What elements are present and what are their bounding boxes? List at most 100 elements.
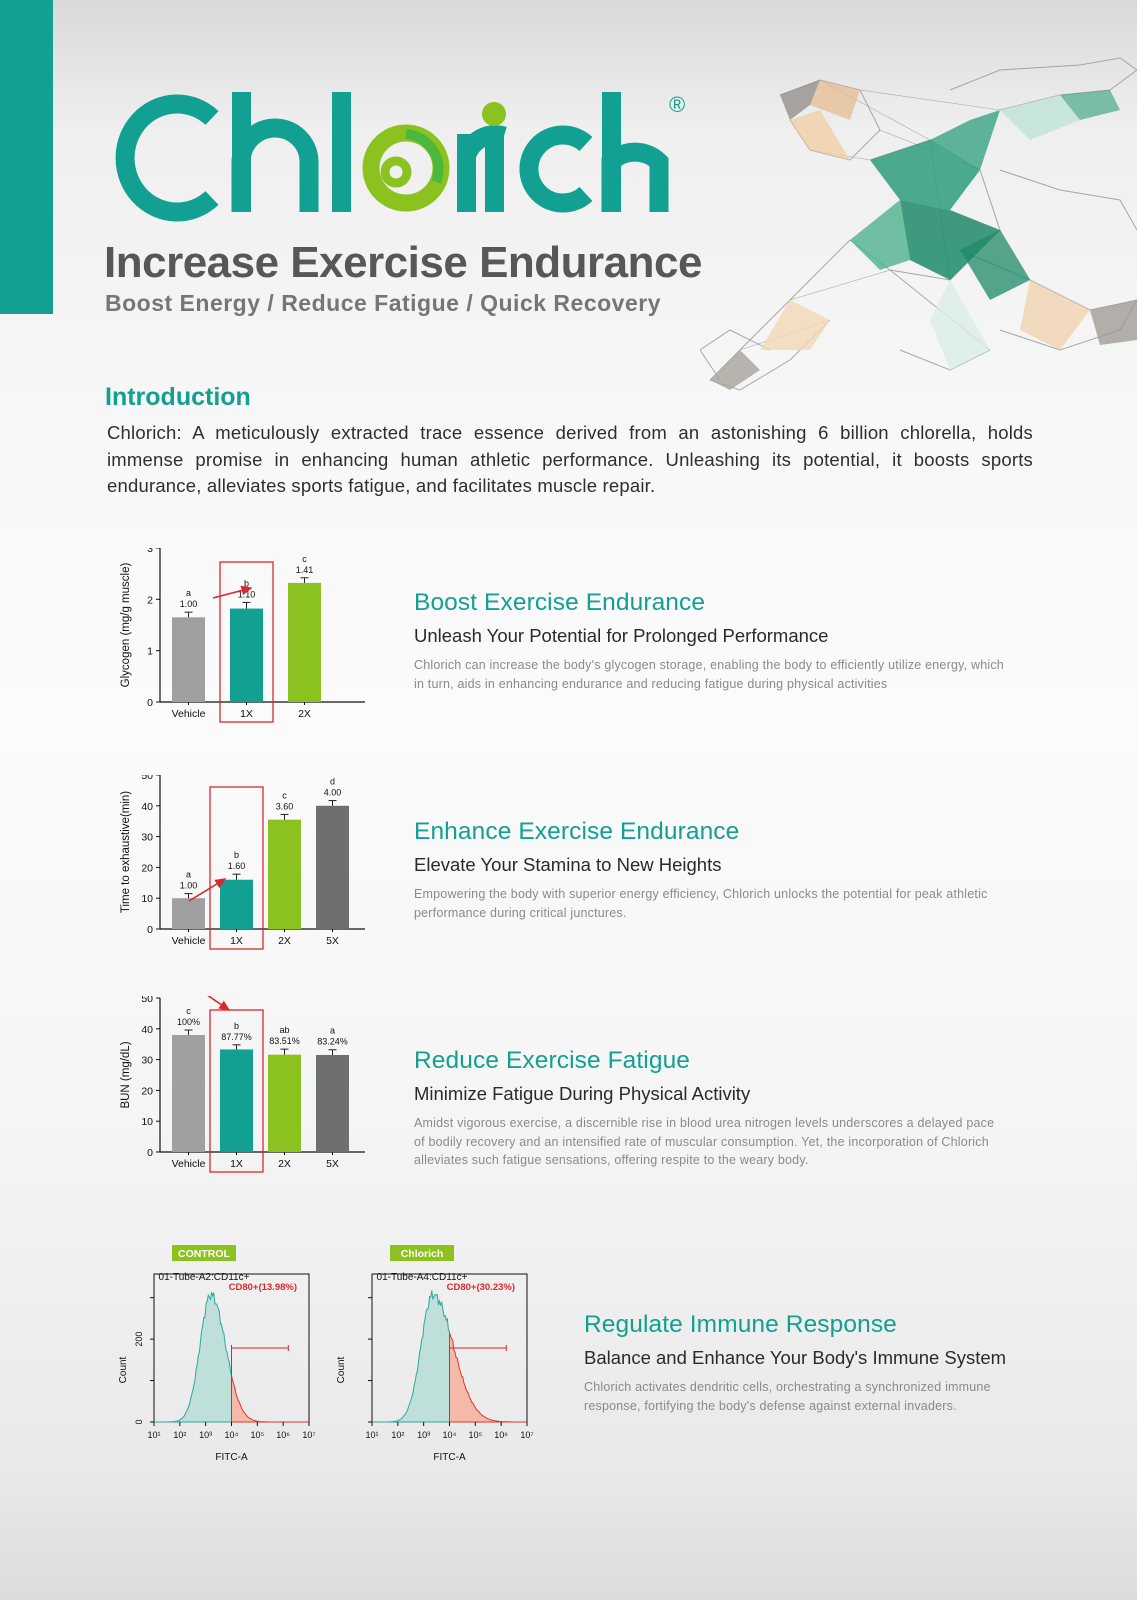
x-axis-label: FITC-A bbox=[433, 1452, 466, 1463]
x-tick-label: 2X bbox=[278, 1158, 291, 1170]
feature-subtitle: Minimize Fatigue During Physical Activit… bbox=[414, 1083, 751, 1104]
feature-text: Empowering the body with superior energy… bbox=[414, 887, 988, 920]
bar-1x bbox=[230, 608, 263, 702]
x-tick-label: Vehicle bbox=[172, 935, 206, 947]
x-tick-label: 5X bbox=[326, 935, 339, 947]
x-tick-label: 10⁷ bbox=[302, 1430, 315, 1440]
gate-label: CD80+(30.23%) bbox=[447, 1282, 515, 1293]
y-axis-label: BUN (mg/dL) bbox=[120, 1041, 132, 1108]
feature-text: Amidst vigorous exercise, a discernible … bbox=[414, 1116, 995, 1167]
bar-vehicle bbox=[172, 1034, 205, 1152]
feature-subtitle: Unleash Your Potential for Prolonged Per… bbox=[414, 625, 829, 646]
feature-text: Chlorich can increase the body's glycoge… bbox=[414, 658, 1004, 691]
x-axis-label: FITC-A bbox=[215, 1452, 248, 1463]
intro-text: Chlorich: A meticulously extracted trace… bbox=[107, 422, 1033, 496]
fold-change-label: 83.51% bbox=[269, 1036, 300, 1046]
group-badge-label: Chlorich bbox=[401, 1248, 444, 1260]
x-tick-label: 10⁷ bbox=[520, 1430, 533, 1440]
fold-change-label: 4.00 bbox=[324, 788, 342, 798]
feature-title: Enhance Exercise Endurance bbox=[414, 818, 740, 845]
x-tick-label: 10¹ bbox=[365, 1430, 378, 1440]
x-tick-label: 10⁴ bbox=[443, 1430, 457, 1440]
y-tick-label: 20 bbox=[141, 862, 153, 874]
intro-title: Introduction bbox=[105, 383, 251, 411]
y-tick-label: 40 bbox=[141, 1024, 153, 1036]
group-badge-label: CONTROL bbox=[178, 1248, 230, 1260]
x-tick-label: 10² bbox=[173, 1430, 186, 1440]
fold-change-label: 83.24% bbox=[317, 1037, 348, 1047]
bar-vehicle bbox=[172, 898, 205, 929]
x-tick-label: 10⁶ bbox=[276, 1430, 290, 1440]
cd80-positive-population bbox=[449, 1332, 527, 1423]
x-tick-label: 10³ bbox=[199, 1430, 212, 1440]
bar-2x bbox=[288, 582, 321, 702]
y-tick-label: 0 bbox=[147, 924, 153, 936]
significance-letter: a bbox=[186, 870, 191, 880]
cd80-positive-population bbox=[231, 1375, 309, 1423]
x-tick-label: 2X bbox=[298, 708, 311, 720]
logo-wordmark: ® bbox=[115, 92, 685, 222]
exhaustion-time-chart: Time to exhaustive(min) 0 10 20 30 40 50 a1.00 V… bbox=[120, 775, 365, 950]
significance-letter: a bbox=[330, 1026, 335, 1036]
x-tick-label: Vehicle bbox=[172, 708, 206, 720]
fold-change-label: 1.00 bbox=[180, 599, 198, 609]
significance-letter: b bbox=[234, 1021, 239, 1031]
chlorich-logo: ® bbox=[100, 78, 700, 228]
feature-subtitle: Balance and Enhance Your Body's Immune S… bbox=[584, 1347, 1007, 1368]
group-badge bbox=[172, 1245, 236, 1261]
page-subheadline: Boost Energy / Reduce Fatigue / Quick Re… bbox=[105, 290, 661, 316]
runner-illustration bbox=[700, 57, 1137, 391]
glycogen-chart: Glycogen (mg/g muscle) 0 1 2 3 a1.00 Vehicle b 1… bbox=[120, 548, 365, 723]
y-axis-label: Count bbox=[336, 1356, 347, 1383]
significance-letter: c bbox=[186, 1006, 191, 1016]
y-tick-label: 200 bbox=[134, 1332, 144, 1347]
y-tick-label: 10 bbox=[141, 1116, 153, 1128]
y-tick-label: 20 bbox=[141, 1085, 153, 1097]
bar-1x bbox=[220, 879, 253, 929]
y-tick-label: 30 bbox=[141, 1055, 153, 1067]
histogram-title: 01-Tube-A2:CD11c+ bbox=[159, 1272, 250, 1283]
significance-letter: c bbox=[302, 554, 307, 564]
bar-vehicle bbox=[172, 617, 205, 702]
significance-letter: c bbox=[282, 790, 287, 800]
bar-5x bbox=[316, 1054, 349, 1152]
highlight-box bbox=[209, 1009, 264, 1173]
fold-change-label: 1.60 bbox=[228, 861, 246, 871]
registered-mark: ® bbox=[669, 92, 685, 117]
fold-change-label: 3.60 bbox=[276, 801, 294, 811]
x-tick-label: 10⁵ bbox=[468, 1430, 482, 1440]
significance-letter: a bbox=[186, 588, 191, 598]
feature-title: Regulate Immune Response bbox=[584, 1311, 897, 1338]
x-tick-label: 2X bbox=[278, 935, 291, 947]
y-tick-label: 50 bbox=[141, 775, 153, 782]
brand-accent-bar bbox=[0, 0, 53, 314]
x-tick-label: Vehicle bbox=[172, 1158, 206, 1170]
y-tick-label: 50 bbox=[141, 996, 153, 1005]
highlight-arrow bbox=[207, 996, 231, 1011]
fold-change-label: 1.41 bbox=[296, 565, 314, 575]
fold-change-label: 100% bbox=[177, 1017, 200, 1027]
y-axis-label: Count bbox=[118, 1356, 129, 1383]
bar-2x bbox=[268, 1054, 301, 1152]
y-tick-label: 30 bbox=[141, 832, 153, 844]
feature-boost-endurance: Boost Exercise Endurance Unleash Your Po… bbox=[414, 589, 1004, 693]
bar-2x bbox=[268, 819, 301, 929]
x-tick-label: 10³ bbox=[417, 1430, 430, 1440]
x-tick-label: 1X bbox=[230, 1158, 243, 1170]
y-tick-label: 3 bbox=[147, 548, 153, 555]
flow-cytometry-chlorich: Chlorich 01-Tube-A4:CD11c+CD80+(30.23%) 10… bbox=[336, 1245, 534, 1463]
feature-title: Reduce Exercise Fatigue bbox=[414, 1047, 691, 1074]
feature-subtitle: Elevate Your Stamina to New Heights bbox=[414, 854, 722, 875]
significance-letter: b bbox=[244, 578, 249, 588]
x-tick-label: 10¹ bbox=[147, 1430, 160, 1440]
y-tick-label: 0 bbox=[147, 1147, 153, 1159]
significance-letter: ab bbox=[279, 1025, 289, 1035]
highlight-box bbox=[209, 786, 264, 950]
x-tick-label: 10² bbox=[391, 1430, 404, 1440]
x-tick-label: 5X bbox=[326, 1158, 339, 1170]
x-tick-label: 10⁶ bbox=[494, 1430, 508, 1440]
x-tick-label: 1X bbox=[240, 708, 253, 720]
feature-reduce-fatigue: Reduce Exercise Fatigue Minimize Fatigue… bbox=[414, 1047, 1004, 1170]
feature-enhance-endurance: Enhance Exercise Endurance Elevate Your … bbox=[414, 818, 1004, 922]
